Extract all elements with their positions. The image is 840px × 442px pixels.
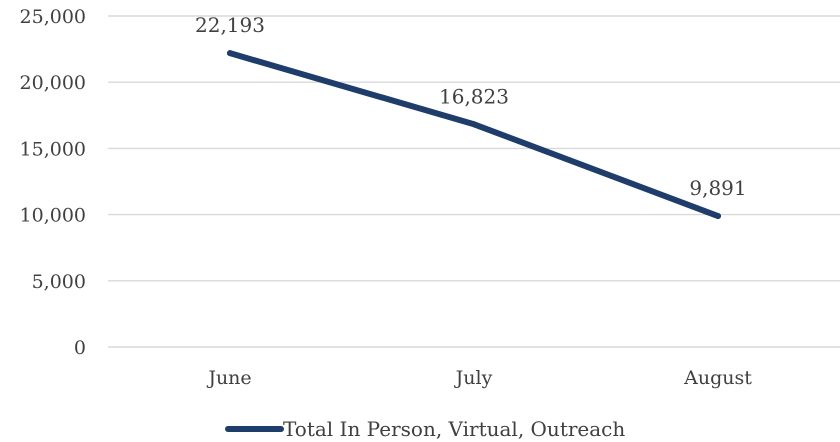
- data-labels: 22,193 16,823 9,891: [195, 13, 747, 200]
- y-axis-tick-labels: 0 5,000 10,000 15,000 20,000 25,000: [20, 6, 86, 359]
- gridlines: [108, 15, 840, 348]
- legend: Total In Person, Virtual, Outreach: [225, 417, 625, 441]
- series-layer: [227, 50, 721, 220]
- data-point: [471, 121, 477, 128]
- y-tick-label: 10,000: [20, 205, 86, 227]
- y-tick-label: 0: [74, 337, 86, 359]
- x-tick-label: August: [683, 367, 752, 389]
- data-label: 16,823: [439, 84, 509, 108]
- x-tick-label: June: [206, 367, 251, 389]
- data-label: 22,193: [195, 13, 265, 37]
- data-point: [715, 213, 721, 220]
- data-point: [227, 50, 233, 57]
- data-label: 9,891: [689, 176, 746, 200]
- legend-label-series: Total In Person, Virtual, Outreach: [283, 417, 625, 441]
- y-tick-label: 5,000: [32, 271, 86, 293]
- y-tick-label: 15,000: [20, 138, 86, 160]
- x-tick-label: July: [454, 367, 493, 389]
- x-axis-tick-labels: June July August: [206, 367, 752, 389]
- y-tick-label: 20,000: [20, 72, 86, 94]
- series-line: [227, 50, 721, 220]
- y-tick-label: 25,000: [20, 6, 86, 28]
